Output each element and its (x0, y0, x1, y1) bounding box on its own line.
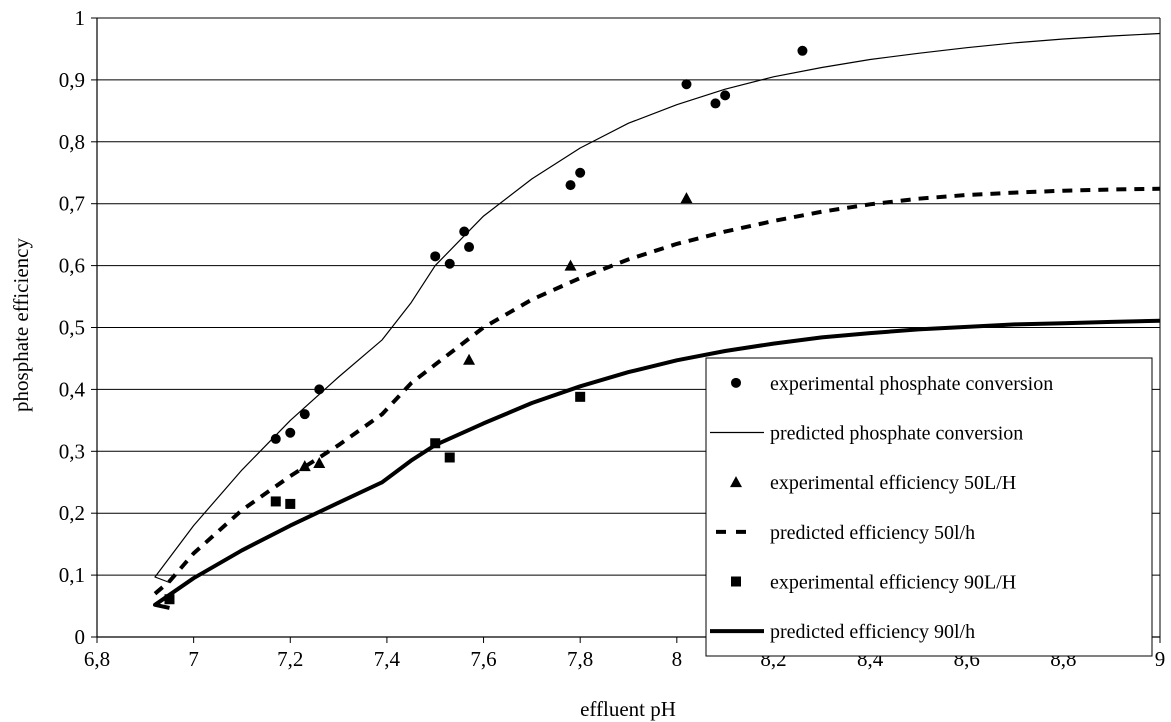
series-line-6 (153, 318, 1161, 610)
legend-key-circle (731, 377, 741, 388)
data-point-square (444, 452, 455, 463)
data-point-circle (797, 45, 808, 56)
legend-label: experimental efficiency 90L/H (770, 572, 1016, 594)
legend-label: predicted efficiency 50l/h (770, 522, 975, 544)
data-point-circle (299, 409, 310, 420)
x-tick-label: 6,8 (84, 647, 110, 671)
y-tick-label: 0,4 (59, 377, 86, 401)
x-tick-label: 7 (188, 647, 199, 671)
legend-label: predicted phosphate conversion (770, 423, 1023, 445)
legend: experimental phosphate conversion predict… (705, 357, 1153, 657)
y-tick-label: 1 (75, 6, 86, 30)
y-tick-label: 0,9 (59, 68, 85, 92)
data-point-circle (575, 167, 586, 178)
x-tick-label: 8 (672, 647, 683, 671)
data-point-square (285, 498, 296, 509)
data-point-circle (459, 226, 470, 237)
legend-label: predicted efficiency 90l/h (770, 621, 975, 643)
data-point-triangle (298, 460, 311, 472)
data-point-circle (565, 180, 576, 191)
data-point-triangle (313, 457, 326, 469)
gridlines (97, 17, 1160, 576)
legend-box (705, 357, 1153, 657)
x-tick-label: 7,2 (277, 647, 303, 671)
legend-label: experimental efficiency 50L/H (770, 472, 1016, 494)
data-point-square (270, 496, 281, 507)
data-point-circle (710, 98, 721, 109)
y-tick-label: 0,8 (59, 130, 85, 154)
y-axis-title: phosphate efficiency (9, 238, 33, 412)
data-point-circle (464, 242, 475, 253)
data-point-square (164, 594, 175, 605)
data-point-triangle (680, 192, 693, 204)
x-tick-label: 7,8 (567, 647, 593, 671)
y-tick-label: 0,1 (59, 563, 85, 587)
data-point-circle (444, 258, 455, 269)
data-point-square (430, 438, 441, 449)
data-point-triangle (564, 259, 577, 271)
series-line-2 (154, 32, 1161, 584)
data-point-square (575, 391, 586, 402)
data-point-circle (720, 90, 731, 101)
data-point-triangle (463, 353, 476, 365)
legend-key-square (731, 576, 741, 587)
data-point-circle (681, 79, 692, 90)
plot-area (153, 32, 1161, 610)
y-tick-label: 0 (75, 625, 86, 649)
y-tick-label: 0,7 (59, 192, 85, 216)
legend-key-triangle (730, 476, 742, 488)
series-line-4 (153, 186, 1161, 596)
x-axis-title: effluent pH (580, 697, 676, 721)
x-tick-label: 7,6 (470, 647, 496, 671)
y-tick-label: 0,6 (59, 254, 85, 278)
x-tick-label: 9 (1155, 647, 1166, 671)
y-tick-label: 0,2 (59, 501, 85, 525)
y-tick-label: 0,3 (59, 439, 85, 463)
data-point-circle (285, 427, 296, 438)
y-tick-label: 0,5 (59, 316, 85, 340)
data-point-circle (430, 251, 441, 262)
data-point-circle (314, 384, 325, 395)
x-tick-label: 7,4 (374, 647, 401, 671)
legend-label: experimental phosphate conversion (770, 373, 1053, 395)
data-point-circle (270, 433, 281, 444)
